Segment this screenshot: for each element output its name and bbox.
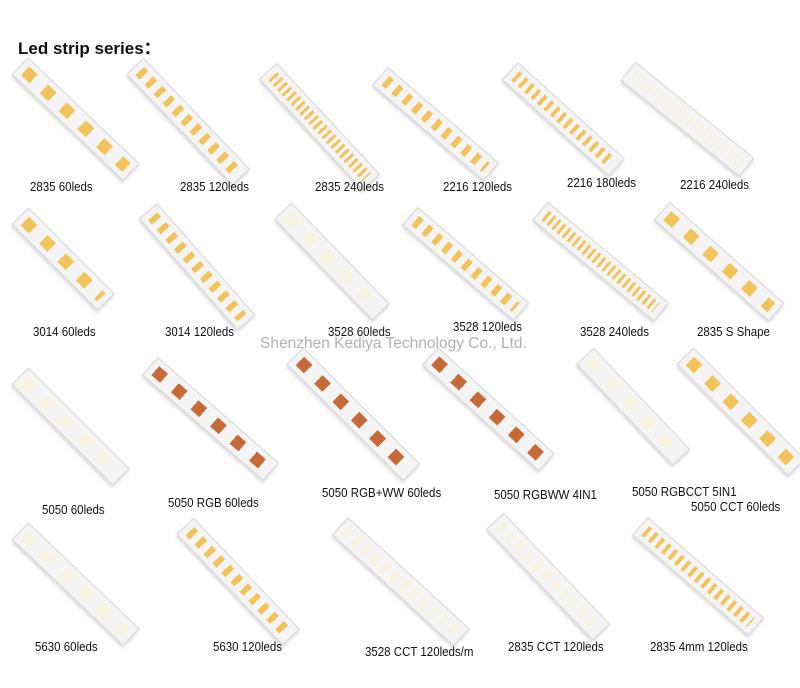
- led-chips: [341, 526, 461, 638]
- led-strip-image: [142, 356, 280, 482]
- product-label: 2216 120leds: [443, 180, 513, 194]
- led-strip-image: [138, 203, 256, 331]
- led-strip-image: [11, 57, 140, 182]
- led-chips: [541, 210, 660, 313]
- product-label: 3014 120leds: [165, 325, 235, 339]
- led-strip-image: [126, 57, 251, 186]
- product-label: 5050 RGBWW 4IN1: [494, 488, 597, 502]
- led-strip-image: [632, 516, 765, 637]
- product-label: 2835 240leds: [315, 180, 385, 194]
- led-chips: [685, 356, 796, 467]
- led-chips: [411, 216, 521, 313]
- product-label: 5050 60leds: [42, 503, 105, 517]
- led-chips: [20, 531, 131, 637]
- led-chips: [381, 76, 491, 173]
- led-chips: [431, 356, 546, 463]
- led-strip-image: [620, 61, 755, 177]
- led-chips: [185, 526, 291, 637]
- led-chips: [495, 521, 601, 632]
- led-strip-image: [654, 202, 785, 322]
- led-strip-image: [421, 347, 555, 472]
- product-label: 5630 60leds: [35, 640, 98, 654]
- product-label: 2835 60leds: [30, 180, 93, 194]
- product-label: 3528 60leds: [328, 325, 391, 339]
- product-label: 5050 CCT 60leds: [691, 500, 781, 514]
- page-title: Led strip series：: [18, 39, 161, 58]
- led-strip-image: [331, 517, 470, 647]
- led-strip-image: [372, 66, 500, 182]
- led-chips: [20, 216, 106, 302]
- led-strip-image: [259, 62, 381, 191]
- led-strip-image: [532, 201, 670, 322]
- product-label: 5050 RGBCCT 5IN1: [632, 485, 737, 499]
- led-chips: [585, 356, 681, 457]
- product-label: 2835 S Shape: [697, 325, 770, 339]
- led-strip-image: [11, 207, 115, 311]
- led-chips: [283, 211, 381, 312]
- led-chips: [20, 376, 121, 477]
- led-strip-image: [402, 206, 530, 322]
- led-strip-image: [274, 202, 391, 321]
- product-label: 3528 240leds: [580, 325, 650, 339]
- led-chips: [663, 211, 776, 313]
- led-strip-image: [11, 522, 140, 647]
- product-label: 5630 120leds: [213, 640, 283, 654]
- product-label: 2835 120leds: [180, 180, 250, 194]
- product-label: 5050 RGB+WW 60leds: [322, 486, 442, 500]
- led-chips: [641, 526, 756, 628]
- product-label: 2216 240leds: [680, 178, 750, 192]
- led-chips: [148, 212, 247, 322]
- led-strip-image: [11, 367, 130, 486]
- led-strip-image: [676, 347, 800, 476]
- led-strip-image: [286, 347, 420, 481]
- led-chips: [511, 71, 616, 168]
- watermark: Shenzhen Kediya Technology Co., Ltd.: [260, 335, 527, 352]
- product-label: 2835 CCT 120leds: [508, 640, 604, 654]
- product-label: 2835 4mm 120leds: [650, 640, 748, 654]
- led-chips: [151, 366, 271, 473]
- led-strip-image: [576, 347, 691, 466]
- led-chips: [295, 356, 411, 472]
- led-chips: [135, 66, 241, 177]
- led-chips: [629, 70, 745, 168]
- led-chips: [268, 72, 371, 182]
- led-strip-image: [486, 512, 611, 641]
- product-label: 3528 CCT 120leds/m: [365, 645, 474, 659]
- led-strip-image: [176, 517, 301, 646]
- led-chips: [20, 66, 131, 172]
- product-label: 2216 180leds: [567, 176, 637, 190]
- product-label: 3528 120leds: [453, 320, 523, 334]
- led-strip-image: [501, 62, 625, 177]
- product-label: 3014 60leds: [33, 325, 96, 339]
- product-label: 5050 RGB 60leds: [168, 496, 259, 510]
